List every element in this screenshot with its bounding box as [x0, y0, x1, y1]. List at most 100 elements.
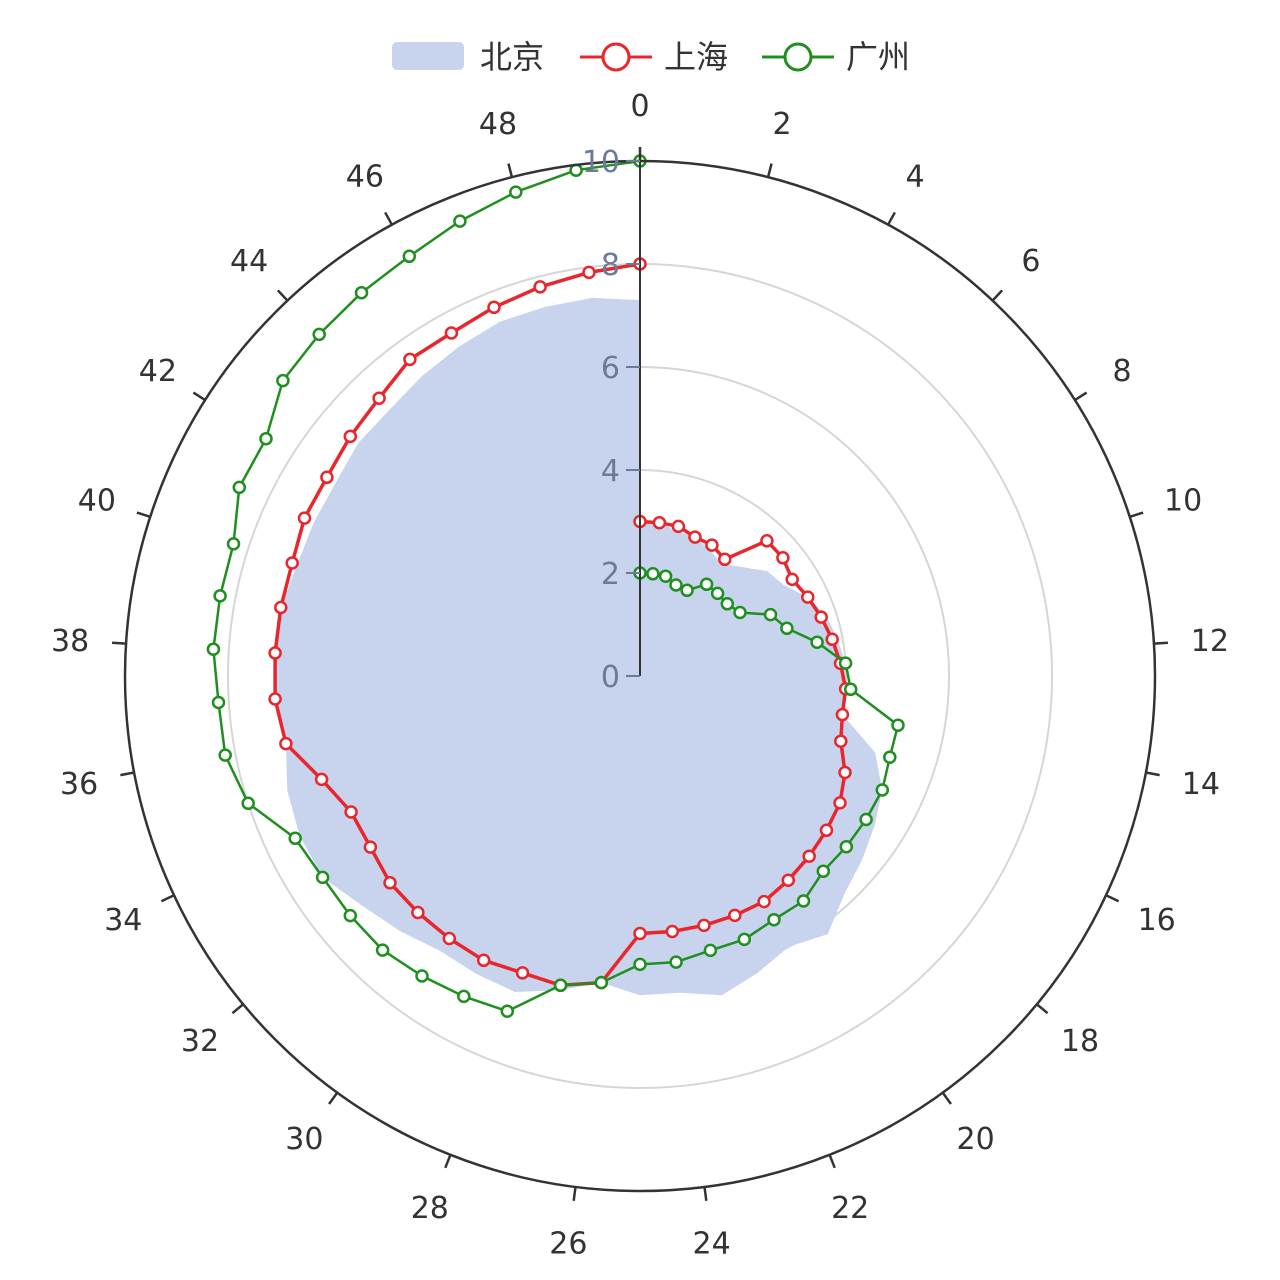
series-point-1[interactable] — [476, 953, 491, 968]
series-point-2[interactable] — [733, 605, 747, 620]
series-point-1[interactable] — [819, 823, 834, 838]
series-point-1[interactable] — [285, 556, 299, 570]
series-point-1[interactable] — [582, 265, 596, 280]
series-point-1[interactable] — [515, 966, 530, 980]
series-point-1[interactable] — [533, 280, 547, 294]
series-point-1[interactable] — [268, 692, 282, 706]
series-point-2[interactable] — [883, 750, 897, 764]
series-point-1[interactable] — [697, 918, 711, 933]
series-point-1[interactable] — [785, 572, 799, 587]
series-point-1[interactable] — [718, 552, 732, 567]
series-point-2[interactable] — [816, 864, 831, 878]
series-point-1[interactable] — [801, 590, 815, 604]
angle-tick-label: 48 — [479, 107, 517, 142]
series-point-2[interactable] — [315, 870, 330, 885]
series-point-1[interactable] — [688, 530, 702, 544]
series-point-1[interactable] — [444, 326, 459, 340]
series-point-1[interactable] — [825, 632, 839, 647]
series-point-1[interactable] — [383, 876, 397, 890]
series-point-2[interactable] — [241, 796, 255, 811]
series-point-2[interactable] — [810, 635, 824, 649]
series-point-2[interactable] — [232, 480, 247, 495]
series-point-2[interactable] — [211, 695, 226, 710]
series-point-1[interactable] — [833, 796, 847, 810]
series-point-1[interactable] — [705, 538, 719, 552]
series-point-2[interactable] — [457, 989, 471, 1004]
series-point-1[interactable] — [835, 707, 850, 722]
series-point-1[interactable] — [633, 926, 647, 941]
series-point-1[interactable] — [372, 391, 386, 405]
series-point-1[interactable] — [652, 515, 667, 530]
series-point-2[interactable] — [509, 185, 523, 199]
series-point-2[interactable] — [839, 839, 854, 854]
series-point-1[interactable] — [760, 534, 774, 548]
series-point-2[interactable] — [669, 578, 683, 592]
series-point-2[interactable] — [276, 373, 290, 388]
legend-item-shanghai[interactable]: 上海 — [580, 38, 728, 76]
series-point-1[interactable] — [671, 519, 686, 534]
series-point-2[interactable] — [288, 831, 302, 846]
series-point-1[interactable] — [279, 736, 293, 751]
series-point-2[interactable] — [891, 718, 905, 732]
series-point-2[interactable] — [500, 1004, 515, 1018]
series-point-2[interactable] — [415, 969, 429, 983]
series-point-1[interactable] — [344, 805, 358, 819]
series-point-2[interactable] — [453, 214, 467, 228]
series-point-1[interactable] — [781, 873, 796, 887]
series-point-1[interactable] — [274, 600, 288, 615]
series-point-2[interactable] — [206, 642, 221, 656]
series-point-2[interactable] — [780, 621, 794, 636]
series-point-2[interactable] — [343, 908, 358, 923]
series-point-2[interactable] — [594, 975, 609, 990]
series-point-2[interactable] — [259, 431, 273, 446]
series-point-1[interactable] — [363, 840, 378, 854]
series-point-2[interactable] — [763, 607, 778, 622]
series-point-1[interactable] — [442, 931, 457, 946]
series-point-2[interactable] — [658, 569, 673, 583]
series-point-1[interactable] — [814, 610, 828, 624]
series-point-2[interactable] — [703, 943, 718, 958]
series-point-1[interactable] — [411, 905, 425, 920]
series-point-1[interactable] — [838, 765, 852, 780]
series-point-2[interactable] — [312, 327, 326, 342]
series-point-2[interactable] — [767, 912, 781, 927]
series-point-2[interactable] — [875, 783, 890, 797]
series-point-1[interactable] — [757, 894, 771, 909]
series-point-2[interactable] — [843, 682, 858, 697]
series-point-2[interactable] — [838, 656, 853, 670]
series-point-2[interactable] — [402, 249, 417, 264]
series-point-2[interactable] — [669, 955, 683, 969]
series-point-2[interactable] — [633, 957, 647, 972]
series-point-1[interactable] — [268, 646, 282, 660]
legend-item-guangzhou[interactable]: 广州 — [762, 38, 910, 76]
series-point-2[interactable] — [218, 748, 232, 762]
series-point-2[interactable] — [646, 567, 660, 581]
series-point-2[interactable] — [737, 932, 752, 947]
series-point-2[interactable] — [699, 577, 714, 592]
series-point-1[interactable] — [487, 300, 501, 315]
series-point-1[interactable] — [665, 924, 680, 939]
angle-tick — [328, 1091, 339, 1105]
series-point-1[interactable] — [728, 908, 742, 923]
radius-tick-label: 6 — [601, 351, 620, 386]
series-point-1[interactable] — [297, 511, 312, 525]
series-point-2[interactable] — [375, 943, 390, 957]
series-point-1[interactable] — [343, 429, 358, 444]
series-point-1[interactable] — [403, 352, 417, 367]
series-point-1[interactable] — [776, 551, 790, 565]
series-point-1[interactable] — [802, 849, 816, 863]
series-point-2[interactable] — [226, 537, 241, 551]
series-point-1[interactable] — [314, 772, 329, 787]
series-point-2[interactable] — [710, 586, 725, 601]
angle-tick-label: 10 — [1164, 484, 1202, 519]
series-point-2[interactable] — [796, 894, 811, 908]
series-point-1[interactable] — [320, 470, 334, 485]
series-point-2[interactable] — [680, 583, 694, 598]
series-point-2[interactable] — [859, 812, 873, 827]
series-point-2[interactable] — [720, 597, 735, 611]
series-point-2[interactable] — [213, 589, 227, 603]
series-point-2[interactable] — [354, 285, 369, 300]
series-point-1[interactable] — [834, 734, 848, 748]
series-point-2[interactable] — [553, 978, 568, 993]
legend-item-beijing[interactable]: 北京 — [392, 38, 544, 76]
